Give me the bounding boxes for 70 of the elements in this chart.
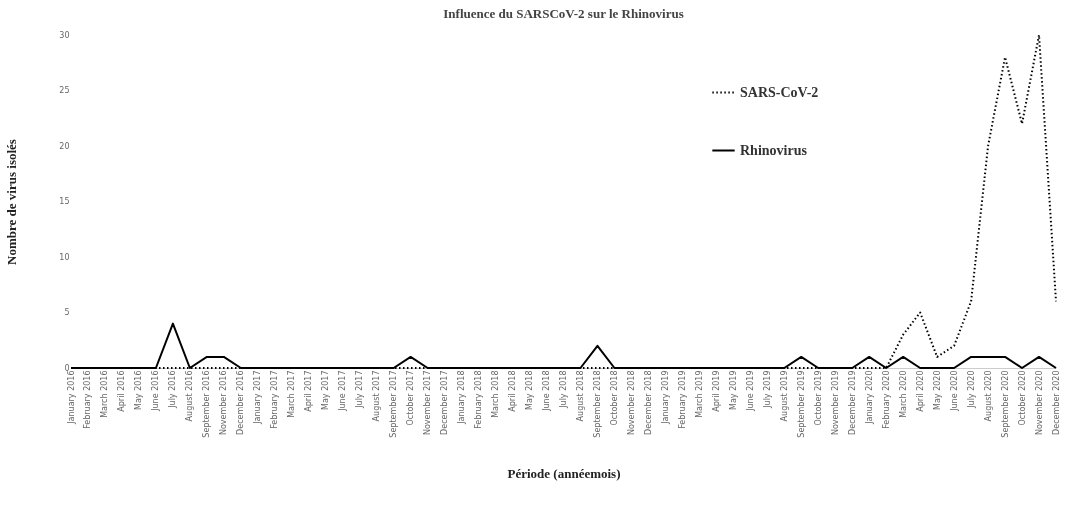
x-tick-label: July 2017 bbox=[355, 370, 365, 409]
x-tick-label: November 2019 bbox=[830, 370, 840, 436]
x-tick-label: August 2017 bbox=[372, 370, 382, 422]
x-tick-label: April 2020 bbox=[915, 370, 925, 412]
x-tick-label: April 2019 bbox=[711, 370, 721, 412]
x-tick-label: June 2018 bbox=[542, 370, 552, 412]
legend-label: SARS-CoV-2 bbox=[740, 84, 819, 100]
chart-title: Influence du SARSCoV-2 sur le Rhinovirus bbox=[443, 6, 684, 21]
x-tick-label: September 2019 bbox=[796, 370, 806, 438]
x-tick-label: December 2020 bbox=[1051, 370, 1061, 435]
y-tick-label: 5 bbox=[64, 308, 70, 317]
x-tick-label: September 2020 bbox=[1000, 370, 1010, 438]
y-tick-label: 20 bbox=[59, 141, 70, 151]
x-tick-label: March 2019 bbox=[694, 370, 704, 418]
legend-label: Rhinovirus bbox=[740, 142, 808, 158]
x-tick-label: July 2018 bbox=[559, 370, 568, 409]
x-tick-label: January 2019 bbox=[660, 370, 670, 425]
x-tick-label: March 2018 bbox=[491, 370, 501, 418]
x-tick-label: May 2016 bbox=[134, 370, 144, 410]
y-tick-label: 10 bbox=[59, 252, 70, 262]
x-tick-label: November 2017 bbox=[423, 370, 433, 436]
x-tick-label: February 2020 bbox=[881, 370, 891, 429]
y-tick-label: 15 bbox=[59, 197, 70, 206]
x-tick-label: January 2016 bbox=[66, 370, 76, 425]
x-tick-label: August 2018 bbox=[575, 370, 585, 422]
x-tick-label: August 2020 bbox=[983, 370, 993, 422]
x-tick-label: January 2018 bbox=[457, 370, 467, 425]
x-tick-label: May 2017 bbox=[321, 370, 331, 410]
x-tick-label: January 2017 bbox=[253, 370, 263, 425]
x-tick-label: December 2018 bbox=[643, 370, 653, 435]
x-tick-label: November 2020 bbox=[1034, 370, 1044, 436]
x-tick-label: July 2016 bbox=[168, 370, 178, 409]
x-tick-label: June 2017 bbox=[338, 370, 348, 412]
x-tick-label: May 2019 bbox=[728, 370, 738, 410]
x-tick-label: October 2018 bbox=[609, 370, 619, 426]
x-tick-label: March 2020 bbox=[898, 370, 908, 418]
x-axis-title: Période (annéemois) bbox=[507, 465, 621, 481]
x-tick-label: March 2016 bbox=[100, 370, 110, 418]
x-tick-label: April 2016 bbox=[117, 370, 127, 412]
x-tick-label: March 2017 bbox=[287, 370, 297, 418]
y-tick-label: 30 bbox=[59, 30, 70, 40]
x-tick-label: June 2020 bbox=[949, 370, 959, 412]
x-tick-label: December 2016 bbox=[236, 370, 246, 435]
x-tick-label: December 2017 bbox=[440, 370, 450, 435]
x-tick-label: October 2017 bbox=[406, 370, 416, 426]
x-tick-label: November 2016 bbox=[219, 370, 229, 436]
x-tick-label: February 2019 bbox=[677, 370, 687, 429]
x-tick-label: February 2018 bbox=[474, 370, 484, 429]
x-tick-label: August 2019 bbox=[779, 370, 789, 422]
x-tick-label: September 2017 bbox=[389, 370, 399, 438]
x-tick-label: April 2017 bbox=[304, 370, 314, 412]
y-tick-label: 25 bbox=[59, 86, 70, 95]
x-tick-label: November 2018 bbox=[626, 370, 636, 436]
x-tick-label: May 2018 bbox=[525, 370, 535, 410]
x-tick-label: April 2018 bbox=[508, 370, 518, 412]
x-tick-label: February 2017 bbox=[270, 370, 280, 429]
x-tick-label: October 2019 bbox=[813, 370, 823, 426]
x-tick-label: July 2019 bbox=[762, 370, 772, 409]
x-tick-label: February 2016 bbox=[83, 370, 93, 429]
x-tick-label: June 2019 bbox=[745, 370, 755, 412]
x-tick-label: July 2020 bbox=[966, 370, 976, 409]
x-tick-label: August 2016 bbox=[185, 370, 195, 422]
x-tick-label: September 2016 bbox=[202, 370, 212, 438]
x-tick-label: December 2019 bbox=[847, 370, 857, 435]
x-tick-label: January 2020 bbox=[864, 370, 874, 425]
x-tick-label: May 2020 bbox=[932, 370, 942, 410]
x-tick-label: September 2018 bbox=[592, 370, 602, 438]
x-tick-label: June 2016 bbox=[151, 370, 161, 412]
y-axis-title: Nombre de virus isolés bbox=[4, 139, 20, 265]
x-tick-label: October 2020 bbox=[1017, 370, 1027, 426]
